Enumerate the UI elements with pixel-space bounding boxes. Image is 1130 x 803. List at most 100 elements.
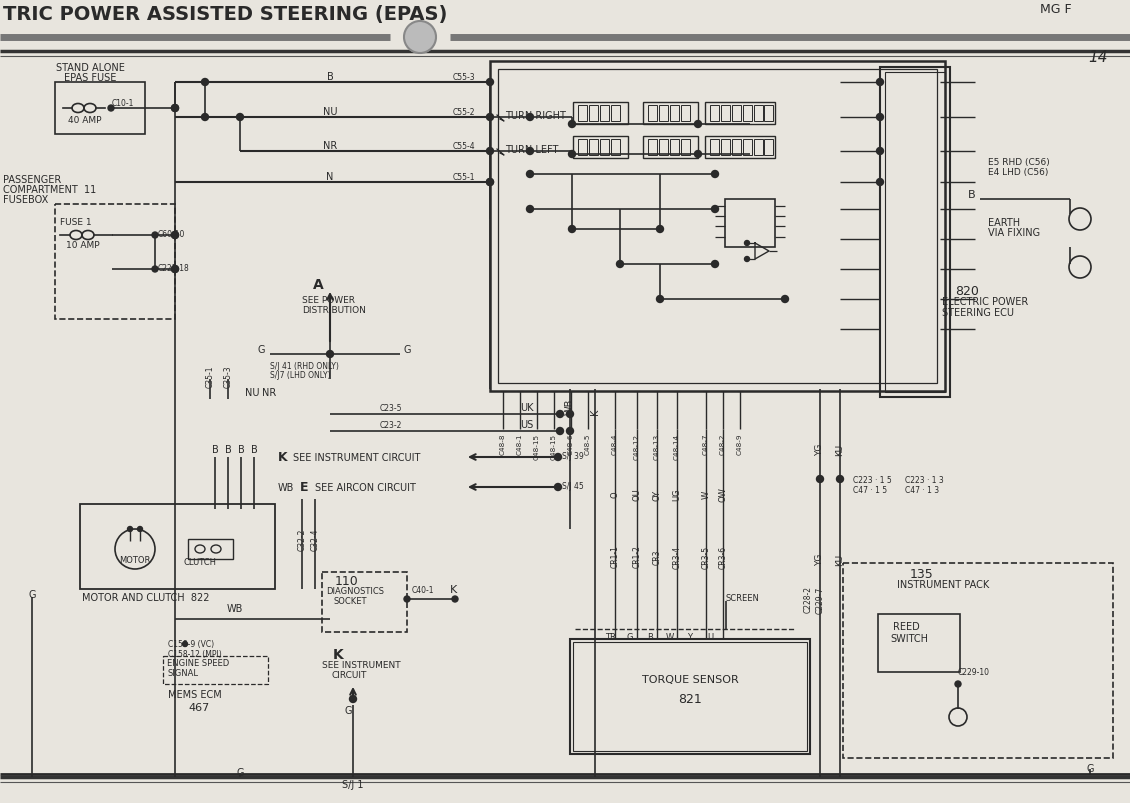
Circle shape — [745, 241, 749, 247]
Text: CLUTCH: CLUTCH — [183, 557, 217, 566]
Circle shape — [527, 171, 533, 178]
Bar — [322, 573, 407, 632]
Text: SEE INSTRUMENT: SEE INSTRUMENT — [322, 660, 401, 669]
Text: 14: 14 — [1088, 50, 1107, 65]
Bar — [573, 103, 628, 124]
Bar — [643, 137, 698, 159]
Text: WB: WB — [565, 398, 575, 414]
Bar — [579, 140, 586, 156]
Bar — [681, 140, 690, 156]
Text: CR3-5: CR3-5 — [702, 544, 711, 568]
Bar — [659, 140, 668, 156]
Bar — [188, 540, 233, 560]
Text: NU: NU — [245, 388, 260, 397]
Text: CIRCUIT: CIRCUIT — [332, 671, 367, 679]
Text: C48-8: C48-8 — [499, 434, 506, 455]
Text: G: G — [236, 767, 244, 777]
Text: SIGNAL: SIGNAL — [167, 668, 198, 677]
Bar — [589, 106, 598, 122]
Text: S/J 39: S/J 39 — [562, 452, 584, 461]
Text: CR3-6: CR3-6 — [719, 544, 728, 568]
Circle shape — [527, 206, 533, 214]
Text: ENGINE SPEED: ENGINE SPEED — [167, 658, 229, 667]
Text: C48-6: C48-6 — [568, 434, 574, 455]
Circle shape — [555, 454, 562, 461]
Text: MG F: MG F — [1040, 3, 1071, 16]
Circle shape — [172, 105, 179, 112]
Text: S/J 1: S/J 1 — [342, 779, 364, 789]
Bar — [732, 106, 741, 122]
Text: SWITCH: SWITCH — [890, 634, 928, 643]
Circle shape — [527, 114, 533, 121]
Text: 110: 110 — [334, 574, 358, 587]
Text: C32-4: C32-4 — [311, 528, 320, 551]
Bar — [710, 106, 719, 122]
Text: KU: KU — [835, 443, 844, 455]
Bar — [878, 614, 960, 672]
Text: MEMS ECM: MEMS ECM — [168, 689, 221, 699]
Bar — [659, 106, 668, 122]
Text: TR: TR — [605, 632, 616, 642]
Bar — [80, 504, 275, 589]
Bar — [611, 106, 620, 122]
Bar — [600, 140, 609, 156]
Text: K: K — [590, 408, 600, 414]
Text: COMPARTMENT  11: COMPARTMENT 11 — [3, 185, 96, 195]
Text: O: O — [610, 491, 619, 498]
Bar — [843, 563, 1113, 758]
Text: REED: REED — [893, 622, 920, 631]
Text: YG: YG — [816, 443, 825, 455]
Circle shape — [877, 79, 884, 87]
Text: UK: UK — [520, 402, 533, 413]
Text: C48-9: C48-9 — [737, 434, 744, 455]
Text: WB: WB — [278, 483, 295, 492]
Text: C223 · 1 5: C223 · 1 5 — [853, 475, 892, 484]
Text: STEERING ECU: STEERING ECU — [942, 308, 1014, 318]
Bar — [573, 137, 628, 159]
Text: DIAGNOSTICS: DIAGNOSTICS — [325, 586, 384, 595]
Circle shape — [405, 22, 436, 54]
Bar — [754, 140, 763, 156]
Circle shape — [695, 151, 702, 158]
Circle shape — [201, 79, 209, 87]
Text: C48-4: C48-4 — [612, 434, 618, 455]
Text: E4 LHD (C56): E4 LHD (C56) — [988, 168, 1049, 177]
Bar — [744, 140, 751, 156]
Text: C40-1: C40-1 — [412, 585, 435, 594]
Text: STAND ALONE: STAND ALONE — [55, 63, 124, 73]
Text: NU: NU — [323, 107, 337, 117]
Bar — [55, 83, 145, 135]
Text: C60-10: C60-10 — [158, 230, 185, 238]
Bar — [744, 106, 751, 122]
Text: C48-7: C48-7 — [703, 434, 709, 455]
Circle shape — [836, 476, 843, 483]
Text: INSTRUMENT PACK: INSTRUMENT PACK — [897, 579, 989, 589]
Bar — [490, 62, 945, 392]
Text: C32-2: C32-2 — [297, 528, 306, 551]
Text: MOTOR AND CLUTCH  822: MOTOR AND CLUTCH 822 — [82, 593, 209, 602]
Text: 820: 820 — [955, 284, 979, 298]
Bar — [570, 639, 810, 754]
Text: US: US — [520, 419, 533, 430]
Circle shape — [487, 149, 494, 155]
Bar — [600, 106, 609, 122]
Text: G: G — [403, 344, 410, 355]
Circle shape — [782, 296, 789, 303]
Text: FUSEBOX: FUSEBOX — [3, 195, 49, 205]
Circle shape — [712, 261, 719, 268]
Text: 135: 135 — [910, 567, 933, 581]
Text: OY: OY — [652, 489, 661, 500]
Text: NR: NR — [323, 141, 337, 151]
Circle shape — [566, 428, 574, 435]
Circle shape — [327, 351, 333, 358]
Bar — [681, 106, 690, 122]
Bar — [880, 68, 950, 397]
Circle shape — [527, 149, 533, 155]
Text: S/J 45: S/J 45 — [562, 482, 584, 491]
Text: B: B — [237, 444, 244, 454]
Text: E: E — [299, 481, 308, 494]
Circle shape — [138, 527, 142, 532]
Text: SCREEN: SCREEN — [725, 593, 759, 602]
Circle shape — [568, 121, 575, 128]
Text: U: U — [707, 632, 713, 642]
